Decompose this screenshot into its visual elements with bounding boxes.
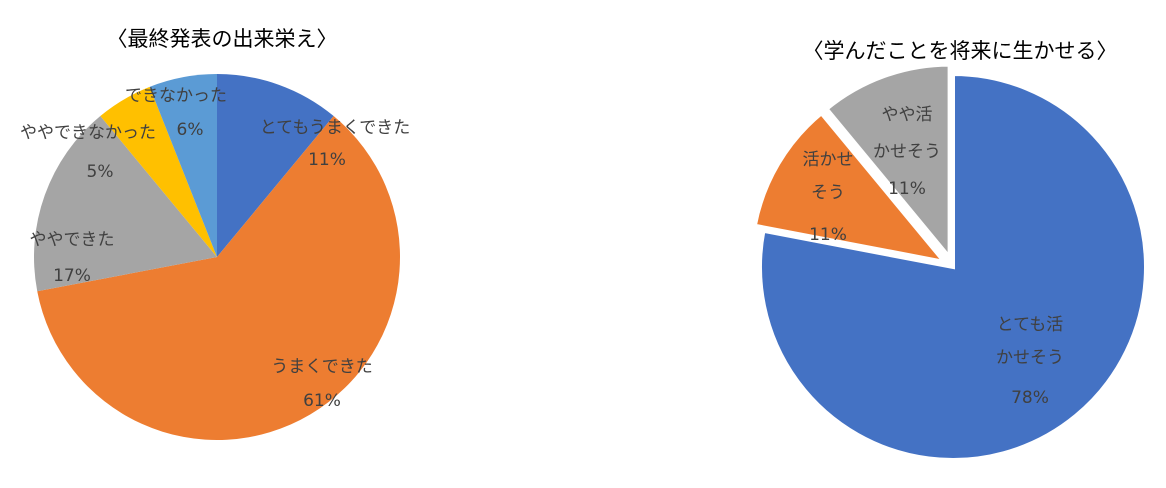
slice-label: ややできた bbox=[30, 230, 115, 250]
slice-label: とても活 bbox=[997, 315, 1064, 335]
value-label: 17% bbox=[53, 266, 91, 286]
slice-label: 活かせ bbox=[803, 150, 854, 170]
value-label: 11% bbox=[308, 150, 346, 170]
value-label: 78% bbox=[1011, 388, 1049, 408]
slice-label: ややできなかった bbox=[20, 123, 156, 143]
slice-label: そう bbox=[811, 183, 845, 203]
pie-slice bbox=[823, 62, 952, 264]
value-label: 5% bbox=[87, 162, 114, 182]
pie-slice bbox=[758, 71, 1148, 462]
slice-label: かせそう bbox=[996, 348, 1064, 368]
pie-slice bbox=[37, 115, 401, 440]
slice-label: できなかった bbox=[125, 86, 227, 106]
pie-slice bbox=[149, 74, 217, 257]
slice-label: うまくできた bbox=[271, 357, 373, 377]
slice-label: とてもうまくできた bbox=[260, 118, 411, 138]
value-label: 6% bbox=[177, 120, 204, 140]
chart-title: 〈学んだことを将来に生かせる〉 bbox=[803, 39, 1118, 63]
pie-slice bbox=[34, 115, 218, 292]
pie-slice bbox=[100, 86, 217, 257]
slice-label: かせそう bbox=[873, 142, 941, 162]
chart-title: 〈最終発表の出来栄え〉 bbox=[107, 27, 338, 51]
slice-label: やや活 bbox=[882, 105, 933, 125]
value-label: 11% bbox=[888, 179, 926, 199]
value-label: 11% bbox=[809, 225, 847, 245]
value-label: 61% bbox=[303, 391, 341, 411]
pie-slice bbox=[752, 110, 950, 265]
pie-slice bbox=[217, 74, 334, 257]
